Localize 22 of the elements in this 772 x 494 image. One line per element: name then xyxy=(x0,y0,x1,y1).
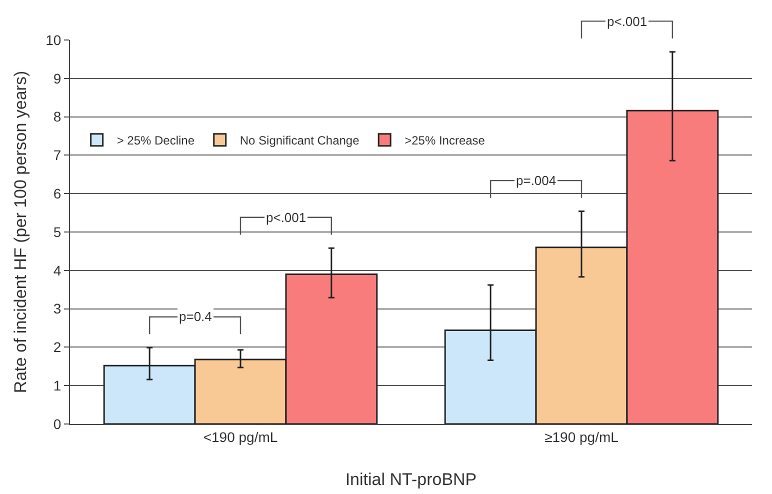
x-axis-title: Initial NT-proBNP xyxy=(345,470,477,489)
y-axis-title: Rate of incident HF (per 100 person years) xyxy=(11,70,30,394)
x-tick-label: ≥190 pg/mL xyxy=(544,428,619,445)
annotation: p=.004 xyxy=(516,173,556,188)
y-tick-label: 0 xyxy=(53,416,62,432)
y-tick-label: 4 xyxy=(53,262,62,278)
annotation: p=0.4 xyxy=(179,309,212,324)
y-tick-label: 10 xyxy=(46,32,62,48)
y-tick-label: 5 xyxy=(53,224,62,240)
y-tick-label: 6 xyxy=(53,186,62,202)
annotation: p<.001 xyxy=(266,210,306,225)
x-tick-label: <190 pg/mL xyxy=(203,428,278,445)
y-tick-label: 9 xyxy=(53,70,62,86)
y-tick-label: 8 xyxy=(53,108,62,125)
legend-label: No Significant Change xyxy=(240,134,360,148)
legend-label: > 25% Decline xyxy=(116,134,195,148)
y-tick-label: 7 xyxy=(53,147,62,164)
y-tick-label: 3 xyxy=(53,300,62,317)
text: p<.001 xyxy=(607,14,648,29)
y-tick-label: 1 xyxy=(53,378,62,394)
legend-label: >25% Increase xyxy=(404,134,486,148)
y-tick-label: 2 xyxy=(53,339,62,356)
